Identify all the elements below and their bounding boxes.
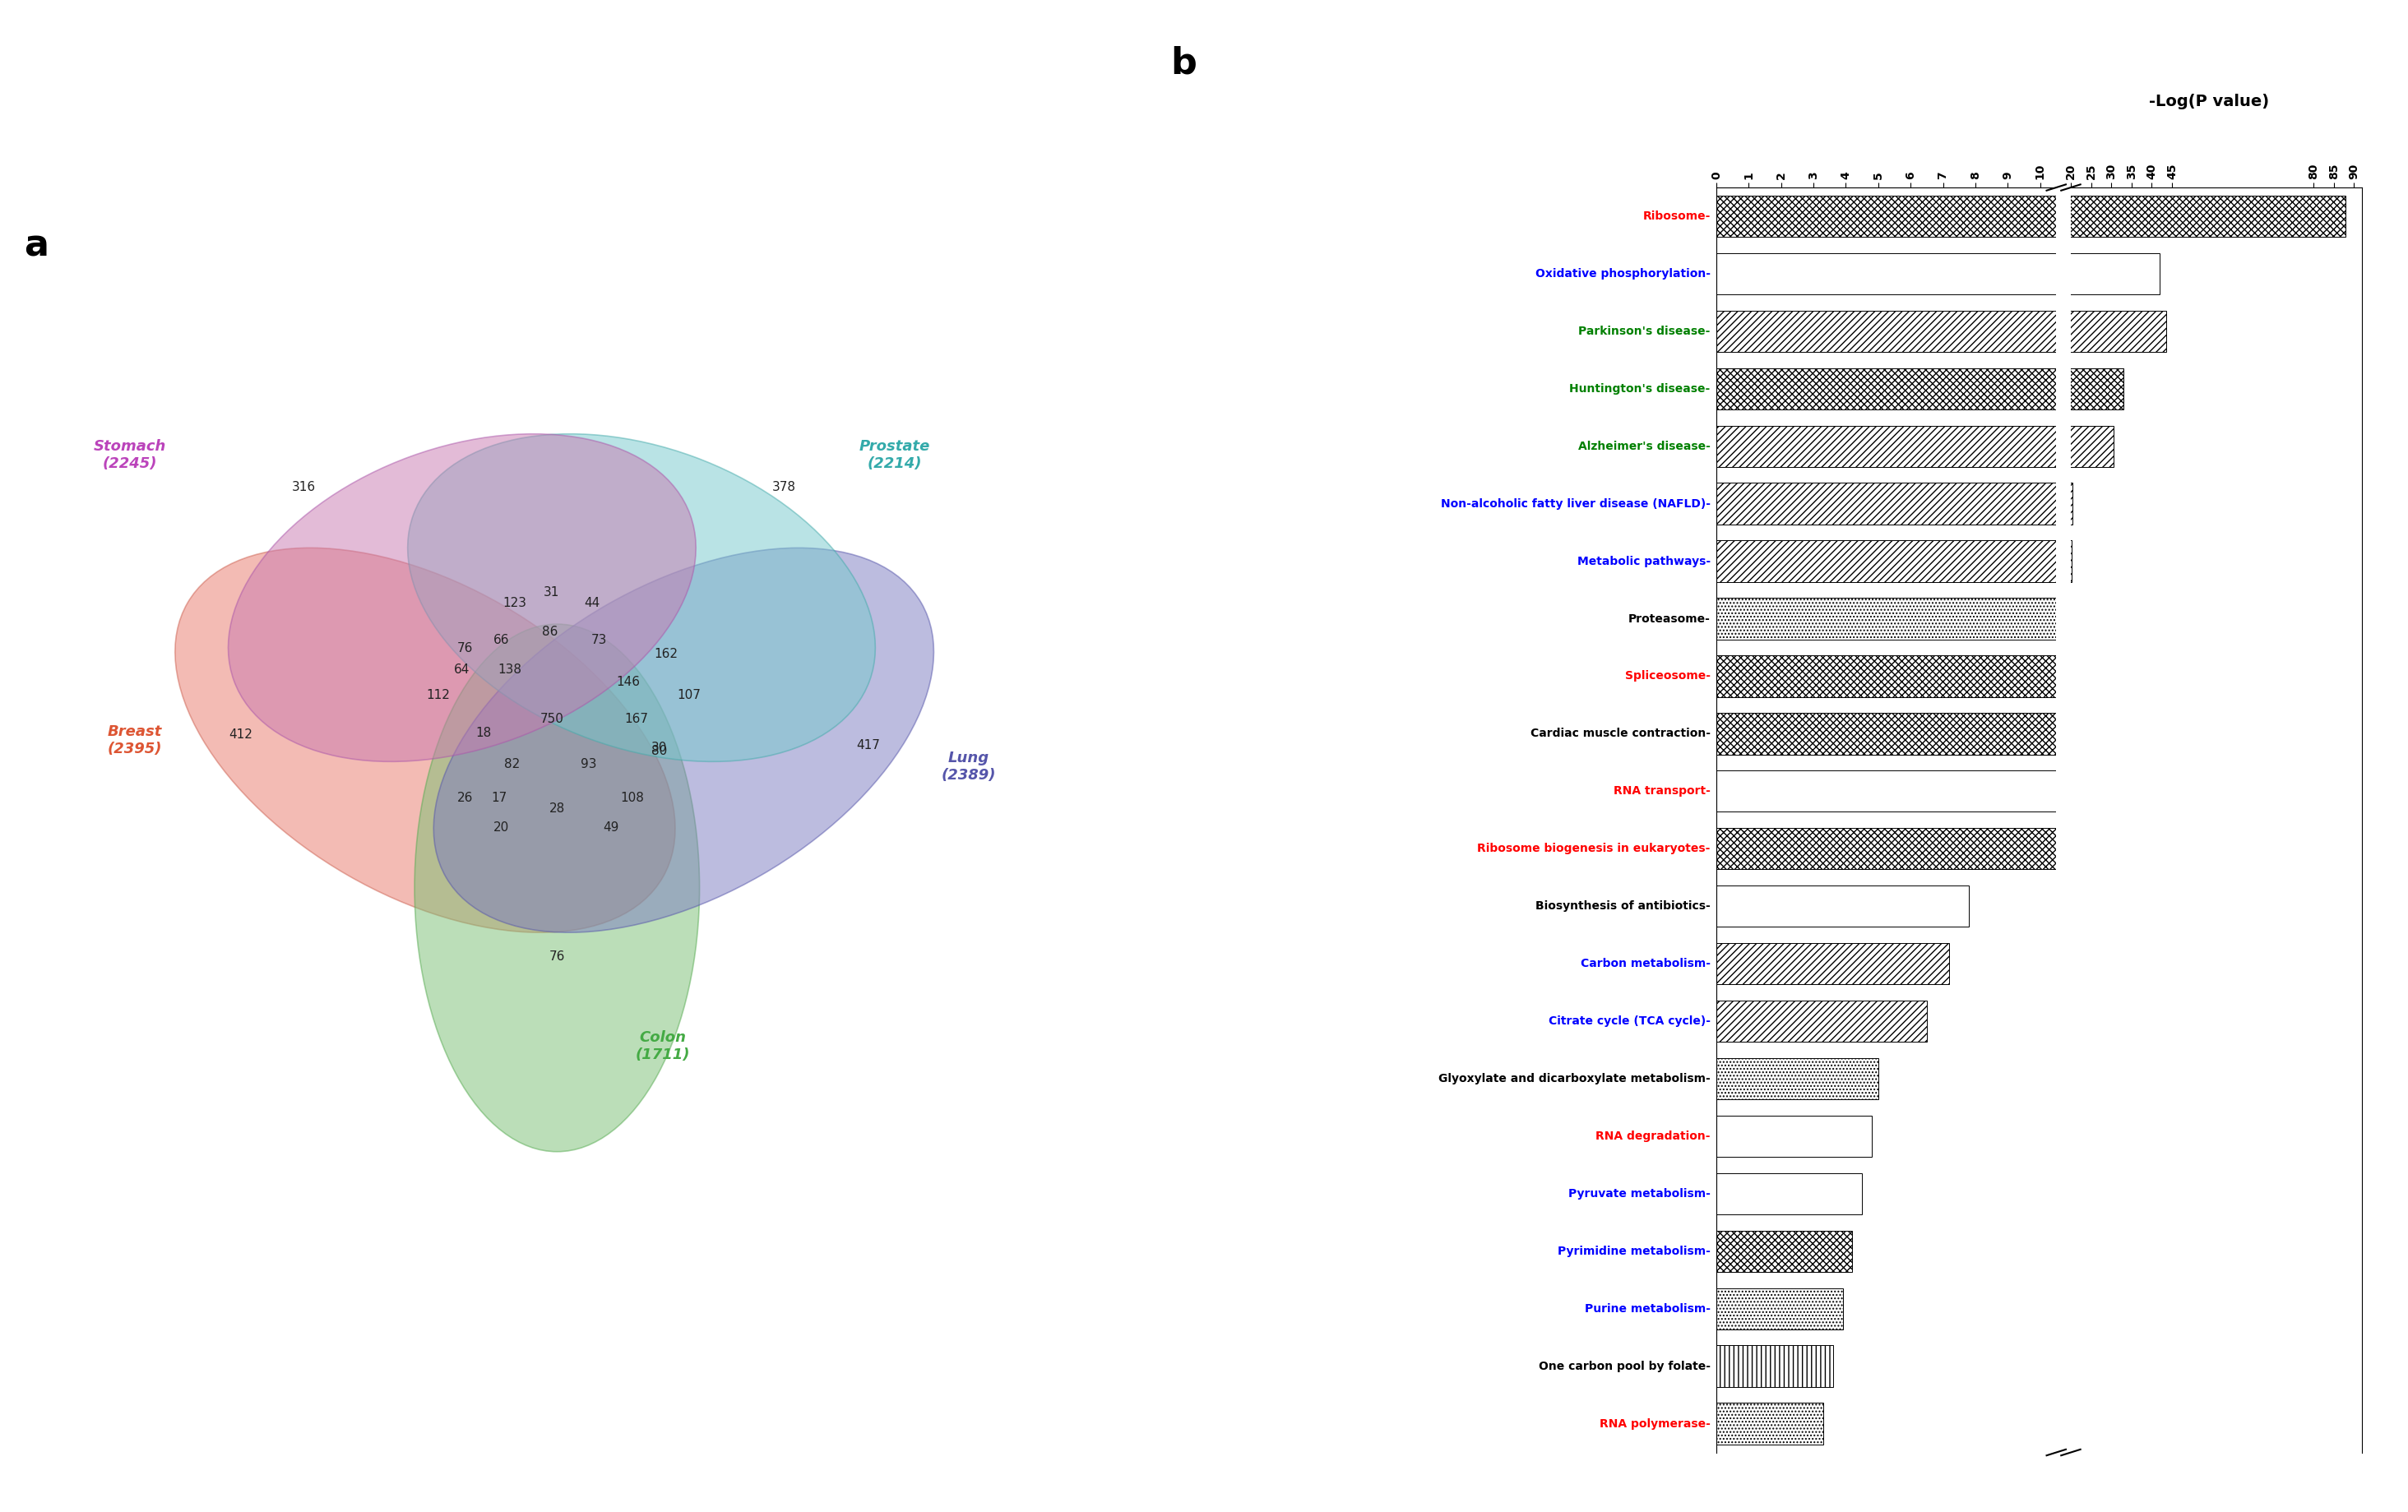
Text: One carbon pool by folate-: One carbon pool by folate- — [1539, 1361, 1710, 1371]
Text: 17: 17 — [491, 792, 508, 804]
Text: -Log(P value): -Log(P value) — [2148, 94, 2268, 109]
Ellipse shape — [229, 434, 696, 762]
Text: Proteasome-: Proteasome- — [1628, 612, 1710, 624]
Text: 66: 66 — [494, 634, 508, 646]
Text: Pyrimidine metabolism-: Pyrimidine metabolism- — [1558, 1246, 1710, 1256]
Ellipse shape — [414, 624, 701, 1152]
Text: Non-alcoholic fatty liver disease (NAFLD)-: Non-alcoholic fatty liver disease (NAFLD… — [1440, 497, 1710, 510]
Text: a: a — [24, 228, 48, 263]
Text: 750: 750 — [539, 712, 563, 726]
Text: Alzheimer's disease-: Alzheimer's disease- — [1577, 440, 1710, 452]
Text: b: b — [1170, 45, 1197, 80]
Text: Oxidative phosphorylation-: Oxidative phosphorylation- — [1536, 268, 1710, 280]
Text: Purine metabolism-: Purine metabolism- — [1584, 1303, 1710, 1314]
Text: Huntington's disease-: Huntington's disease- — [1570, 383, 1710, 395]
Text: Glyoxylate and dicarboxylate metabolism-: Glyoxylate and dicarboxylate metabolism- — [1438, 1074, 1710, 1084]
Text: Biosynthesis of antibiotics-: Biosynthesis of antibiotics- — [1536, 901, 1710, 912]
Text: 108: 108 — [621, 792, 643, 804]
Text: Citrate cycle (TCA cycle)-: Citrate cycle (TCA cycle)- — [1548, 1016, 1710, 1027]
Text: 28: 28 — [549, 803, 566, 815]
Text: Parkinson's disease-: Parkinson's disease- — [1577, 325, 1710, 337]
Ellipse shape — [433, 547, 934, 933]
Text: 93: 93 — [580, 759, 597, 771]
Text: 49: 49 — [602, 821, 619, 835]
Text: 26: 26 — [458, 792, 474, 804]
Text: Metabolic pathways-: Metabolic pathways- — [1577, 555, 1710, 567]
Ellipse shape — [176, 547, 674, 933]
Text: Carbon metabolism-: Carbon metabolism- — [1580, 959, 1710, 969]
Text: Breast
(2395): Breast (2395) — [108, 724, 161, 756]
Text: 146: 146 — [616, 676, 641, 688]
Text: 64: 64 — [455, 664, 470, 676]
Text: RNA degradation-: RNA degradation- — [1597, 1131, 1710, 1142]
Text: RNA transport-: RNA transport- — [1613, 785, 1710, 797]
Text: 107: 107 — [677, 688, 701, 702]
Text: 167: 167 — [624, 712, 648, 726]
Text: 73: 73 — [592, 634, 607, 646]
Text: 20: 20 — [494, 821, 508, 835]
Text: Ribosome-: Ribosome- — [1642, 210, 1710, 222]
Text: 80: 80 — [653, 744, 667, 758]
Text: Spliceosome-: Spliceosome- — [1625, 670, 1710, 682]
Ellipse shape — [407, 434, 874, 762]
Text: 86: 86 — [542, 626, 559, 638]
Text: 412: 412 — [229, 729, 253, 741]
Text: Stomach
(2245): Stomach (2245) — [94, 440, 166, 472]
Text: 18: 18 — [474, 727, 491, 739]
Text: 76: 76 — [458, 643, 474, 655]
Text: 162: 162 — [655, 647, 677, 659]
Text: Pyruvate metabolism-: Pyruvate metabolism- — [1568, 1188, 1710, 1199]
Text: 31: 31 — [544, 587, 559, 599]
Text: 76: 76 — [549, 951, 566, 963]
Text: Cardiac muscle contraction-: Cardiac muscle contraction- — [1529, 727, 1710, 739]
Text: 123: 123 — [503, 597, 527, 609]
Text: 112: 112 — [426, 688, 450, 702]
Text: 316: 316 — [291, 481, 315, 493]
Text: Ribosome biogenesis in eukaryotes-: Ribosome biogenesis in eukaryotes- — [1476, 844, 1710, 854]
Text: 44: 44 — [585, 597, 600, 609]
Text: Prostate
(2214): Prostate (2214) — [860, 440, 929, 472]
Text: 378: 378 — [773, 481, 797, 493]
Text: Colon
(1711): Colon (1711) — [636, 1030, 691, 1061]
Text: Lung
(2389): Lung (2389) — [942, 750, 997, 783]
Text: 30: 30 — [653, 741, 667, 753]
Text: 138: 138 — [498, 664, 523, 676]
Text: 82: 82 — [503, 759, 520, 771]
Text: 417: 417 — [857, 739, 881, 751]
Text: RNA polymerase-: RNA polymerase- — [1599, 1418, 1710, 1429]
